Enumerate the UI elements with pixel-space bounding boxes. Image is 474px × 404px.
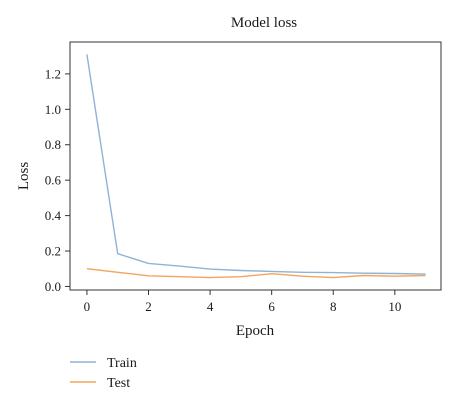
x-tick-label: 6 xyxy=(268,299,275,314)
y-tick-label: 0.0 xyxy=(45,279,61,294)
y-tick-label: 0.2 xyxy=(45,244,61,259)
legend: Train Test xyxy=(70,356,137,391)
series-line-test xyxy=(86,268,426,279)
series-line-train xyxy=(86,54,426,275)
x-tick-label: 10 xyxy=(388,299,401,314)
x-axis-label: Epoch xyxy=(236,323,275,339)
y-axis-label: Loss xyxy=(16,162,32,191)
x-tick-label: 2 xyxy=(145,299,152,314)
y-axis-ticks: 0.0 0.2 0.4 0.6 0.8 1.0 1.2 xyxy=(45,66,70,294)
series-lines xyxy=(86,54,426,279)
x-tick-label: 0 xyxy=(84,299,91,314)
x-tick-label: 8 xyxy=(330,299,337,314)
legend-label-test: Test xyxy=(107,376,130,391)
chart-title: Model loss xyxy=(231,15,297,31)
x-axis-ticks: 0 2 4 6 8 10 xyxy=(84,290,401,314)
y-tick-label: 0.4 xyxy=(45,208,62,223)
y-tick-label: 0.8 xyxy=(45,137,61,152)
plot-area-frame xyxy=(69,41,442,291)
y-tick-label: 0.6 xyxy=(45,173,62,188)
y-tick-label: 1.0 xyxy=(45,102,61,117)
legend-label-train: Train xyxy=(107,356,137,371)
y-tick-label: 1.2 xyxy=(45,66,61,81)
x-tick-label: 4 xyxy=(207,299,214,314)
